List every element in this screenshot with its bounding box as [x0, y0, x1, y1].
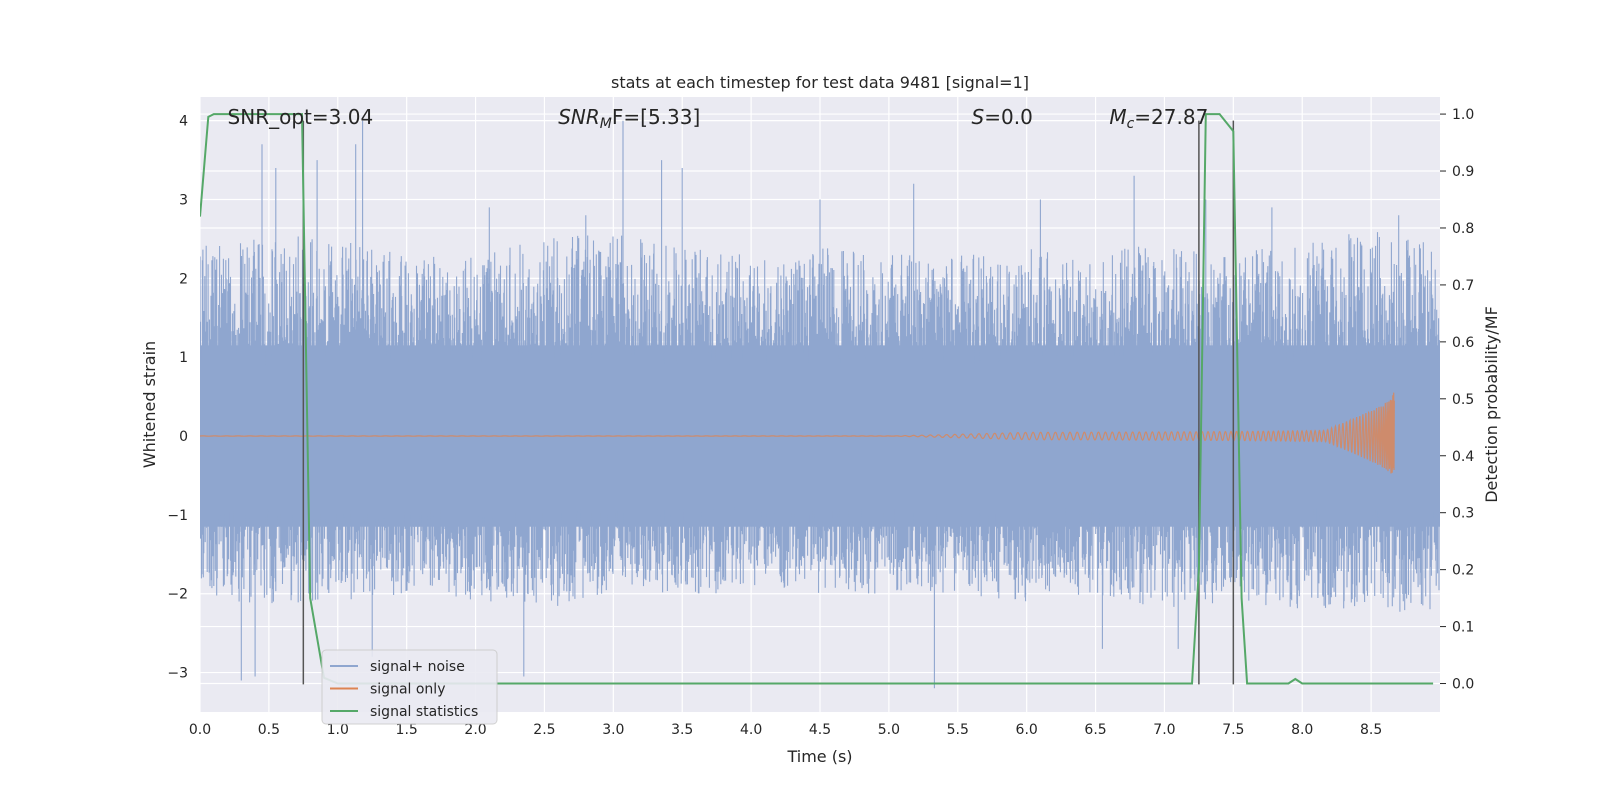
- x-tick-label: 3.0: [602, 722, 624, 738]
- y2-tick-label: 0.3: [1452, 506, 1474, 522]
- y2-tick-label: 0.5: [1452, 392, 1474, 408]
- y2-tick-label: 0.1: [1452, 620, 1474, 636]
- stat-annotation: SNR_opt=3.04: [228, 105, 374, 129]
- y-tick-label: 4: [179, 114, 188, 130]
- y2-tick-label: 0.0: [1452, 677, 1474, 693]
- x-tick-label: 8.0: [1291, 722, 1313, 738]
- chart-title: stats at each timestep for test data 948…: [611, 73, 1029, 92]
- noise-trace: [200, 120, 1440, 689]
- x-tick-label: 7.0: [1153, 722, 1175, 738]
- x-tick-label: 0.5: [258, 722, 280, 738]
- x-tick-label: 7.5: [1222, 722, 1244, 738]
- y-tick-label: −2: [167, 587, 188, 603]
- x-tick-label: 5.5: [947, 722, 969, 738]
- x-tick-label: 1.0: [327, 722, 349, 738]
- y2-axis-label: Detection probability/MF: [1482, 306, 1501, 503]
- x-tick-label: 1.5: [396, 722, 418, 738]
- legend-label: signal statistics: [370, 704, 478, 720]
- x-tick-label: 8.5: [1360, 722, 1382, 738]
- x-axis-label: Time (s): [786, 747, 852, 766]
- x-tick-label: 0.0: [189, 722, 211, 738]
- y-axis-right: 0.0 0.1 0.2 0.3 0.4 0.5 0.6 0.7 0.8 0.9 1.0: [1440, 107, 1474, 693]
- x-tick-label: 6.0: [1016, 722, 1038, 738]
- y2-tick-label: 1.0: [1452, 107, 1474, 123]
- stat-annotation: SNRMF=[5.33]: [558, 105, 700, 132]
- stat-annotation: Mc=27.87: [1109, 105, 1208, 132]
- plot-content: [200, 113, 1440, 689]
- legend-label: signal+ noise: [370, 659, 465, 675]
- stat-annotation: S=0.0: [972, 105, 1033, 129]
- y2-tick-label: 0.6: [1452, 335, 1474, 351]
- y-tick-label: 0: [179, 429, 188, 445]
- x-tick-label: 2.5: [533, 722, 555, 738]
- y-tick-label: 2: [179, 271, 188, 287]
- y-tick-label: −3: [167, 666, 188, 682]
- legend-label: signal only: [370, 682, 445, 698]
- y-tick-label: 3: [179, 193, 188, 209]
- y-axis-left: −3 −2 −1 0 1 2 3 4: [167, 114, 188, 682]
- y2-tick-label: 0.4: [1452, 449, 1474, 465]
- x-tick-label: 3.5: [671, 722, 693, 738]
- x-tick-label: 4.0: [740, 722, 762, 738]
- y-axis-label: Whitened strain: [140, 341, 159, 468]
- y-tick-label: 1: [179, 350, 188, 366]
- series-signal-only: [200, 392, 1395, 474]
- y2-tick-label: 0.9: [1452, 164, 1474, 180]
- legend: signal+ noise signal only signal statistic…: [321, 649, 498, 725]
- legend-box: [321, 649, 498, 725]
- x-axis: 0.0 0.5 1.0 1.5 2.0 2.5 3.0 3.5 4.0 4.5 5.0 5.5 6.0 6…: [189, 722, 1382, 738]
- y2-tick-label: 0.2: [1452, 563, 1474, 579]
- x-tick-label: 4.5: [809, 722, 831, 738]
- annotations: SNR_opt=3.04 SNRMF=[5.33] S=0.0 Mc=27.87: [228, 105, 1209, 132]
- series-signal-statistics: [200, 113, 1434, 685]
- x-tick-label: 6.5: [1084, 722, 1106, 738]
- y2-tick-label: 0.7: [1452, 278, 1474, 294]
- y2-tick-label: 0.8: [1452, 221, 1474, 237]
- x-tick-label: 2.0: [464, 722, 486, 738]
- x-tick-label: 5.0: [878, 722, 900, 738]
- y-tick-label: −1: [167, 508, 188, 524]
